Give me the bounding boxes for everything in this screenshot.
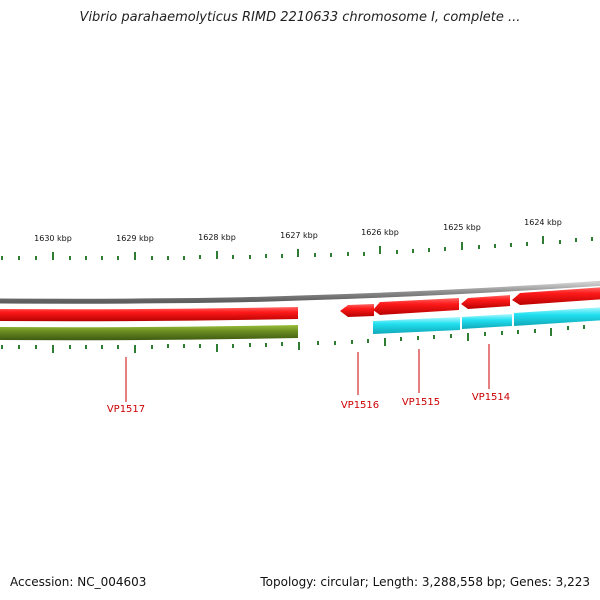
- gene-label-leaders: [125, 344, 490, 402]
- gene-label-vp1514[interactable]: VP1514: [472, 392, 510, 403]
- accession-label: Accession: NC_004603: [10, 575, 147, 589]
- gene-feature-vp1513[interactable]: [512, 287, 600, 305]
- gene-feature-vp1516[interactable]: [340, 304, 374, 317]
- gene-feature-vp1513-reverse[interactable]: [514, 307, 600, 326]
- gene-labels: VP1517 VP1516 VP1515 VP1514: [107, 392, 510, 415]
- kbp-label-1627: 1627 kbp: [280, 231, 318, 240]
- gene-label-vp1515[interactable]: VP1515: [402, 397, 440, 408]
- kbp-scale-labels: 1630 kbp 1629 kbp 1628 kbp 1627 kbp 1626…: [34, 218, 562, 243]
- map-title: Vibrio parahaemolyticus RIMD 2210633 chr…: [79, 10, 521, 25]
- forward-strand-track: [0, 287, 600, 322]
- topology-summary: Topology: circular; Length: 3,288,558 bp…: [260, 575, 590, 589]
- bottom-tick-row: [1, 325, 585, 353]
- kbp-label-1630: 1630 kbp: [34, 234, 72, 243]
- gene-feature-vp1514-reverse[interactable]: [462, 314, 512, 329]
- kbp-label-1629: 1629 kbp: [116, 234, 154, 243]
- gene-feature-vp1517[interactable]: [0, 325, 298, 341]
- top-tick-row: [1, 236, 593, 260]
- kbp-label-1625: 1625 kbp: [443, 223, 481, 232]
- gene-feature-vp1515-reverse[interactable]: [373, 317, 460, 334]
- genome-backbone: [0, 280, 600, 304]
- gene-feature-vp1517-forward[interactable]: [0, 307, 298, 322]
- gene-label-vp1516[interactable]: VP1516: [341, 400, 379, 411]
- gene-label-vp1517[interactable]: VP1517: [107, 404, 145, 415]
- kbp-label-1628: 1628 kbp: [198, 233, 236, 242]
- gene-feature-vp1514[interactable]: [461, 295, 510, 309]
- kbp-label-1626: 1626 kbp: [361, 228, 399, 237]
- reverse-strand-track: [0, 307, 600, 341]
- kbp-label-1624: 1624 kbp: [524, 218, 562, 227]
- gene-feature-vp1515[interactable]: [373, 298, 459, 315]
